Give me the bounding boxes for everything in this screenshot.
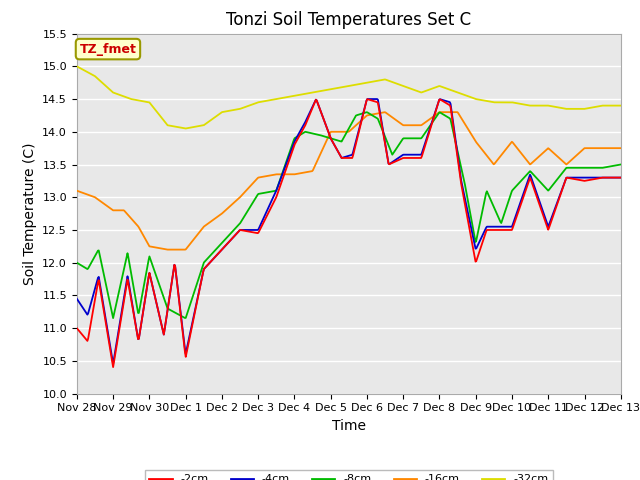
-16cm	[164, 247, 172, 252]
-2cm	[83, 337, 90, 343]
-32cm	[416, 89, 424, 95]
Line: -32cm: -32cm	[77, 66, 621, 129]
-32cm	[223, 108, 231, 114]
Legend: -2cm, -4cm, -8cm, -16cm, -32cm: -2cm, -4cm, -8cm, -16cm, -32cm	[145, 470, 553, 480]
Line: -4cm: -4cm	[77, 99, 621, 364]
-8cm	[417, 135, 424, 141]
-16cm	[139, 231, 147, 237]
-32cm	[195, 123, 202, 129]
-2cm	[364, 96, 371, 102]
-16cm	[83, 192, 90, 197]
-4cm	[364, 96, 371, 102]
-32cm	[139, 98, 147, 104]
-8cm	[73, 260, 81, 265]
-2cm	[140, 307, 147, 313]
-16cm	[617, 145, 625, 151]
-2cm	[223, 241, 231, 247]
-32cm	[73, 63, 81, 69]
-16cm	[223, 206, 231, 212]
-8cm	[363, 109, 371, 115]
-4cm	[433, 106, 440, 112]
Title: Tonzi Soil Temperatures Set C: Tonzi Soil Temperatures Set C	[226, 11, 472, 29]
Text: TZ_fmet: TZ_fmet	[79, 43, 136, 56]
-2cm	[195, 291, 202, 297]
Y-axis label: Soil Temperature (C): Soil Temperature (C)	[23, 143, 36, 285]
-4cm	[195, 290, 202, 296]
-16cm	[73, 188, 81, 193]
-4cm	[223, 241, 231, 247]
-2cm	[417, 155, 424, 161]
-4cm	[140, 307, 147, 313]
Line: -16cm: -16cm	[77, 112, 621, 250]
-32cm	[617, 103, 625, 108]
-32cm	[182, 126, 189, 132]
-32cm	[431, 84, 439, 90]
-2cm	[617, 175, 625, 180]
-4cm	[83, 311, 90, 316]
-4cm	[417, 152, 424, 157]
-4cm	[617, 175, 625, 180]
-8cm	[223, 234, 231, 240]
-2cm	[109, 364, 117, 370]
-8cm	[83, 266, 90, 272]
-16cm	[431, 112, 439, 118]
-2cm	[433, 107, 440, 113]
-16cm	[436, 109, 444, 115]
-4cm	[73, 296, 81, 301]
X-axis label: Time: Time	[332, 419, 366, 433]
-8cm	[109, 315, 117, 321]
-8cm	[617, 162, 625, 168]
-8cm	[140, 286, 147, 291]
-8cm	[433, 114, 440, 120]
Line: -8cm: -8cm	[77, 112, 621, 318]
-16cm	[416, 122, 424, 128]
-32cm	[83, 69, 90, 74]
-8cm	[195, 276, 202, 281]
Line: -2cm: -2cm	[77, 99, 621, 367]
-4cm	[109, 361, 117, 367]
-16cm	[195, 230, 202, 236]
-2cm	[73, 325, 81, 331]
